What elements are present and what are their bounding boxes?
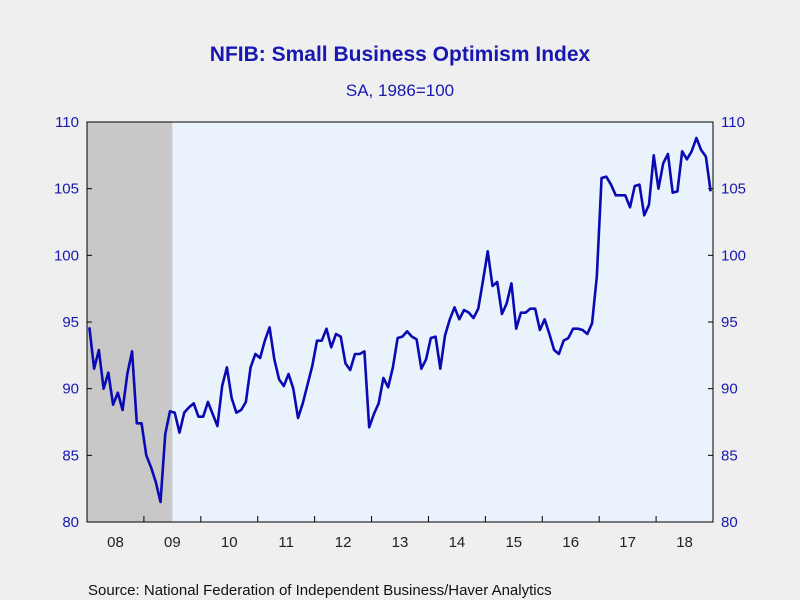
ytick-label-right: 80 <box>721 514 738 531</box>
xtick-label: 17 <box>619 534 636 551</box>
ytick-label-right: 105 <box>721 181 746 198</box>
xtick-label: 09 <box>164 534 181 551</box>
plot-background <box>87 122 713 522</box>
ytick-label-left: 95 <box>62 314 79 331</box>
ytick-label-left: 100 <box>54 247 79 264</box>
ytick-label-right: 85 <box>721 447 738 464</box>
axes: 80 80 85 85 90 90 95 95 100 100 105 105 110 110 08 09 10… <box>54 114 746 551</box>
ytick-label-right: 100 <box>721 247 746 264</box>
xtick-label: 13 <box>392 534 409 551</box>
source-note: Source: National Federation of Independe… <box>88 582 552 599</box>
ytick-label-right: 95 <box>721 314 738 331</box>
ytick-label-left: 80 <box>62 514 79 531</box>
series-line <box>88 136 712 504</box>
ytick-label-right: 90 <box>721 381 738 398</box>
xtick-label: 16 <box>562 534 579 551</box>
chart-subtitle: SA, 1986=100 <box>346 81 454 100</box>
xtick-label: 08 <box>107 534 124 551</box>
xtick-label: 11 <box>278 534 294 551</box>
xtick-label: 15 <box>505 534 522 551</box>
xtick-label: 12 <box>335 534 352 551</box>
ytick-label-left: 85 <box>62 447 79 464</box>
chart-title: NFIB: Small Business Optimism Index <box>210 43 591 66</box>
xtick-label: 18 <box>676 534 693 551</box>
xtick-label: 14 <box>449 534 466 551</box>
ytick-label-left: 90 <box>62 381 79 398</box>
ytick-label-right: 110 <box>721 114 745 131</box>
ytick-label-left: 110 <box>55 114 79 131</box>
ytick-label-left: 105 <box>54 181 79 198</box>
plot-area <box>87 122 713 522</box>
recession-shade <box>87 122 173 522</box>
xtick-label: 10 <box>221 534 238 551</box>
